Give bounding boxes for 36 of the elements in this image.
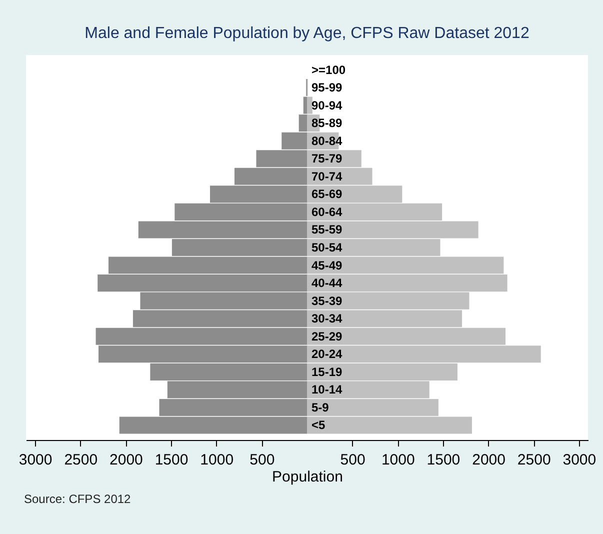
y-tick-label: 75-79	[312, 152, 343, 166]
y-tick-label: >=100	[312, 62, 346, 77]
y-tick-label: 60-64	[312, 204, 343, 219]
chart-title: Male and Female Population by Age, CFPS Raw Dataset 2012	[84, 25, 530, 42]
x-tick-label: 2500	[517, 452, 551, 468]
source-note: Source: CFPS 2012	[24, 492, 131, 506]
y-tick-label: 80-84	[312, 134, 343, 148]
y-tick-label: <5	[312, 418, 326, 432]
y-tick-label: 35-39	[312, 294, 343, 308]
y-tick-label: 65-69	[312, 187, 343, 202]
y-tick-label: 95-99	[312, 80, 343, 95]
y-tick-label: 5-9	[312, 400, 330, 414]
x-tick-label: 1000	[200, 452, 234, 468]
y-tick-label: 50-54	[312, 240, 343, 254]
x-tick-label: 1000	[381, 452, 415, 468]
x-tick-label: 500	[340, 452, 366, 468]
y-tick-label: 85-89	[312, 116, 343, 130]
y-tick-label: 40-44	[312, 276, 343, 290]
x-tick-label: 2500	[64, 452, 98, 468]
x-tick-label: 2000	[110, 452, 143, 468]
y-tick-label: 25-29	[312, 329, 343, 344]
y-tick-label: 55-59	[312, 222, 343, 237]
x-tick-label: 2000	[472, 452, 506, 468]
y-tick-label: 45-49	[312, 258, 343, 272]
y-tick-label: 15-19	[312, 364, 343, 379]
x-tick-label: 3000	[18, 452, 52, 468]
y-tick-label: 30-34	[312, 312, 343, 326]
x-tick-label: 3000	[562, 452, 596, 468]
x-tick-label: 1500	[426, 452, 460, 468]
x-axis-title: Population	[272, 468, 343, 486]
x-tick-label: 1500	[154, 452, 188, 468]
x-tick-label: 500	[250, 452, 275, 468]
y-tick-label: 90-94	[312, 98, 343, 112]
y-tick-label: 70-74	[312, 169, 343, 184]
y-tick-label: 20-24	[312, 347, 343, 362]
y-tick-label: 10-14	[312, 382, 343, 397]
